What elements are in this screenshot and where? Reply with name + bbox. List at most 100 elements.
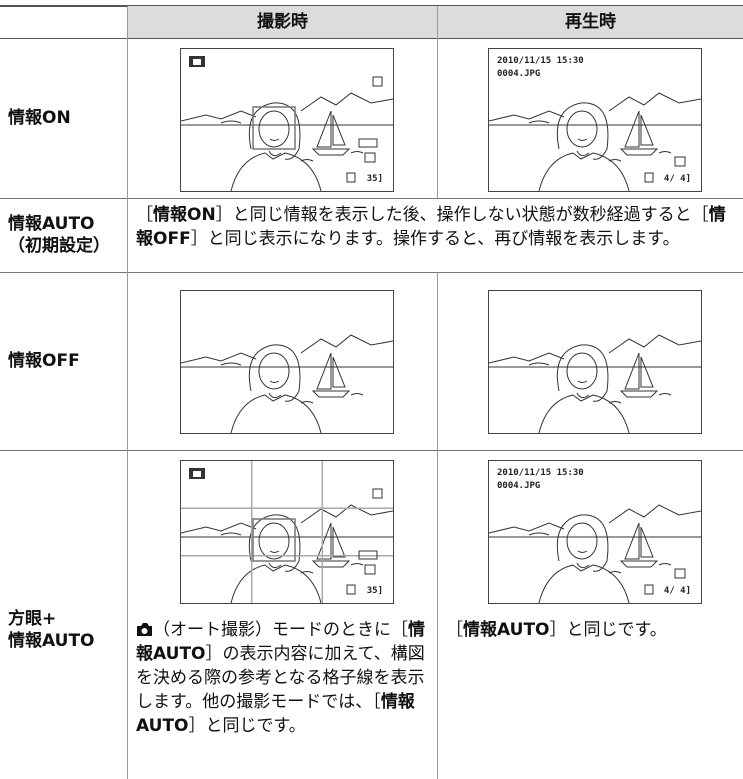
text: ［ [136, 205, 153, 225]
mountains [181, 504, 393, 534]
sailboat [619, 522, 659, 568]
waves [608, 151, 672, 162]
hair [556, 344, 609, 402]
waves [608, 563, 672, 574]
hand [576, 562, 590, 569]
bold-text: 情報ON [153, 205, 216, 225]
file-name: 0004.JPG [497, 481, 540, 491]
sailboat [311, 522, 351, 568]
mountains [489, 334, 701, 364]
label-line: 情報OFF [8, 351, 80, 371]
face-details [575, 536, 591, 553]
screen-illustration: 2010/11/15 15:30 0004.JPG 4/ 4] [488, 460, 702, 604]
status-icon [358, 550, 378, 560]
hair [556, 514, 609, 572]
hair [248, 344, 301, 402]
status-icon [364, 152, 376, 163]
face [258, 522, 290, 560]
column-header: 撮影時 [128, 6, 437, 38]
description: （オート撮影）モードのときに［情報AUTO］の表示内容に加えて、構図を決める際の… [128, 614, 437, 779]
text: ］と同じ表示になります。操作すると、再び情報を表示します。 [190, 229, 680, 249]
label-line: （初期設定） [8, 236, 110, 256]
rule [0, 272, 743, 273]
text: ］の表示内容に加えて、構図を決める際の参考となる格子線を表示します。他の撮影モー… [136, 644, 425, 712]
text: ［ [446, 620, 463, 640]
body [230, 152, 322, 191]
bold-text: 情報AUTO [136, 620, 425, 664]
screen-illustration [488, 290, 702, 434]
face-details [267, 124, 283, 141]
row-label: 方眼+ 情報AUTO [0, 600, 127, 660]
face-details [575, 124, 591, 141]
focus-frame [252, 518, 296, 562]
column-rule [437, 6, 438, 198]
face [566, 110, 598, 148]
hair [248, 102, 301, 160]
label-line: 情報AUTO [8, 214, 95, 234]
focus-frame [252, 106, 296, 150]
sailboat [619, 110, 659, 156]
camera-icon [137, 623, 152, 636]
face-details [267, 536, 283, 553]
waves [300, 563, 364, 574]
face [566, 352, 598, 390]
sailboat [311, 110, 351, 156]
bold-text: 情報AUTO [463, 620, 550, 640]
text: ］と同じです。 [549, 620, 667, 640]
shore [181, 362, 393, 368]
hand [268, 562, 282, 569]
memory-icon [644, 584, 654, 595]
body [230, 564, 322, 603]
row-label: 情報ON [0, 38, 127, 198]
sailboat [619, 352, 659, 398]
mode-icon-glyph [193, 471, 201, 477]
status-icon [358, 138, 378, 148]
description: ［情報AUTO］と同じです。 [438, 614, 743, 674]
row-label: 情報OFF [0, 272, 127, 450]
body [538, 152, 630, 191]
date-time: 2010/11/15 15:30 [497, 468, 584, 478]
mode-icon-glyph [193, 59, 201, 65]
face-details [575, 366, 591, 383]
waves [300, 393, 364, 404]
memory-icon [346, 172, 356, 183]
face [566, 522, 598, 560]
shore [489, 532, 701, 538]
status-icon [372, 76, 383, 87]
mountains [489, 504, 701, 534]
body [230, 394, 322, 433]
shore [489, 362, 701, 368]
frames-remaining: 35] [367, 174, 383, 184]
text: ］と同じ情報を表示した後、操作しない状態が数秒経過すると［ [215, 205, 709, 225]
description: ［情報ON］と同じ情報を表示した後、操作しない状態が数秒経過すると［情報OFF］… [128, 199, 743, 271]
memory-icon [644, 172, 654, 183]
mountains [181, 334, 393, 364]
waves [608, 393, 672, 404]
icon-lens [141, 628, 148, 634]
face [258, 352, 290, 390]
file-name: 0004.JPG [497, 69, 540, 79]
text: ］と同じです。 [188, 716, 306, 736]
rule [0, 198, 743, 199]
frames-remaining: 35] [367, 586, 383, 596]
mountains [489, 92, 701, 122]
status-icon [364, 564, 376, 575]
row-label: 情報AUTO （初期設定） [0, 198, 127, 272]
rule [0, 38, 743, 39]
status-icon [674, 568, 686, 579]
column-header: 再生時 [438, 6, 743, 38]
sailboat [311, 352, 351, 398]
screen-illustration: 35] [180, 48, 394, 192]
mountains [181, 92, 393, 122]
body [538, 394, 630, 433]
hand [268, 392, 282, 399]
frame-count: 4/ 4] [664, 174, 691, 184]
date-time: 2010/11/15 15:30 [497, 56, 584, 66]
hair [556, 102, 609, 160]
status-icon [372, 488, 383, 499]
column-rule [437, 272, 438, 779]
label-line: 情報AUTO [8, 631, 95, 651]
column-rule [127, 6, 128, 779]
memory-icon [346, 584, 356, 595]
